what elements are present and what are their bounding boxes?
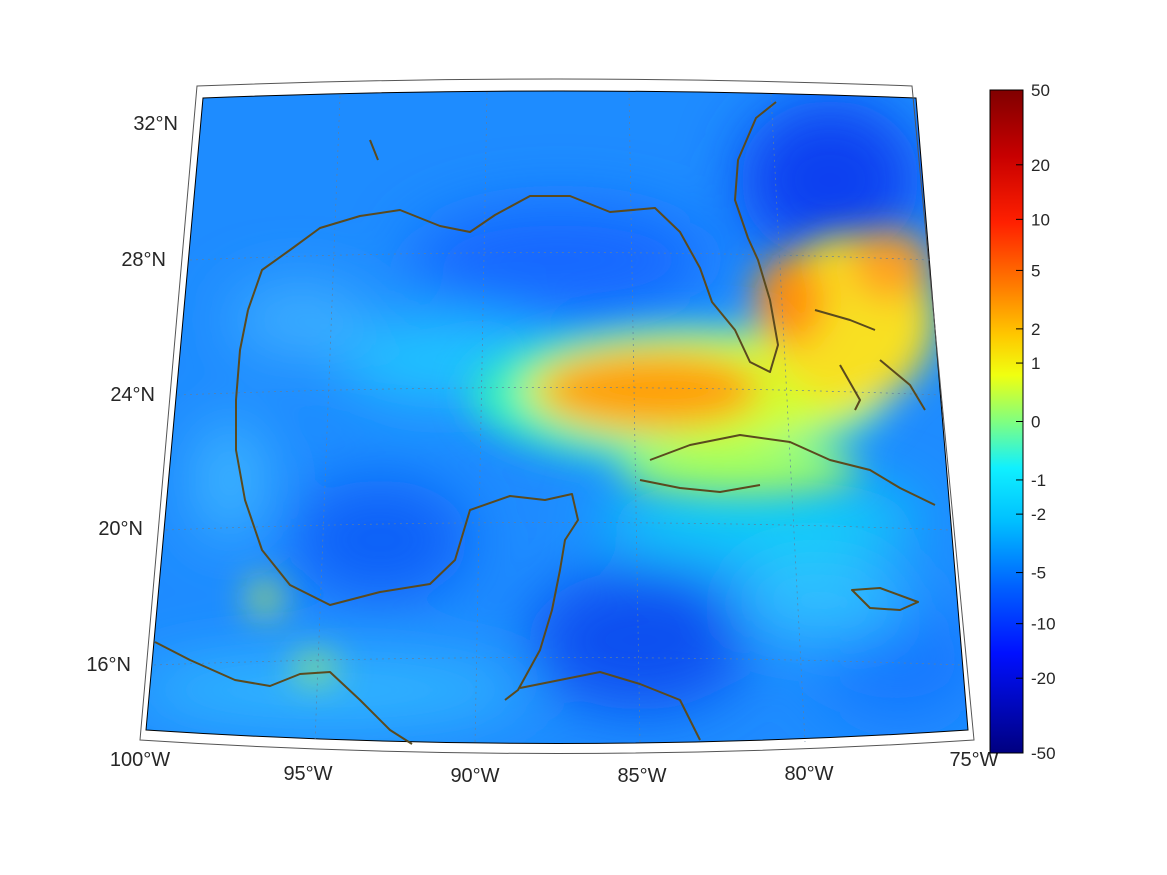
colorbar-tick-label: -20 — [1031, 669, 1056, 688]
colorbar-tick-label: -1 — [1031, 471, 1046, 490]
lon-tick-label: 75°W — [949, 749, 998, 771]
colorbar-tick-label: 10 — [1031, 210, 1050, 229]
colorbar-tick-label: 20 — [1031, 156, 1050, 175]
lat-tick-label: 24°N — [110, 384, 155, 406]
lon-tick-label: 95°W — [283, 763, 332, 785]
lon-axis: 100°W 95°W 90°W 85°W 80°W 75°W — [110, 749, 999, 787]
lon-tick-label: 80°W — [784, 763, 833, 785]
colorbar-tick-label: 5 — [1031, 261, 1040, 280]
data-field — [146, 91, 968, 744]
lat-tick-label: 20°N — [98, 518, 143, 540]
lat-axis: 32°N 28°N 24°N 20°N 16°N — [86, 113, 178, 676]
colorbar-tick-label: -5 — [1031, 564, 1046, 583]
graticule — [153, 91, 963, 746]
lat-tick-label: 16°N — [86, 654, 131, 676]
lon-tick-label: 90°W — [450, 765, 499, 787]
colorbar-tick-label: -2 — [1031, 505, 1046, 524]
lon-tick-label: 85°W — [617, 765, 666, 787]
colorbar-tick-label: -10 — [1031, 615, 1056, 634]
colorbar-tick-label: 1 — [1031, 354, 1040, 373]
lon-tick-label: 100°W — [110, 749, 170, 771]
lat-tick-label: 28°N — [121, 249, 166, 271]
colorbar-tick-label: -50 — [1031, 744, 1056, 763]
coastline — [154, 101, 936, 745]
lat-tick-label: 32°N — [133, 113, 178, 135]
colorbar-tick-label: 0 — [1031, 413, 1040, 432]
colorbar-tick-label: 50 — [1031, 81, 1050, 100]
map-frame — [145, 90, 969, 744]
colorbar-tick-label: 2 — [1031, 320, 1040, 339]
